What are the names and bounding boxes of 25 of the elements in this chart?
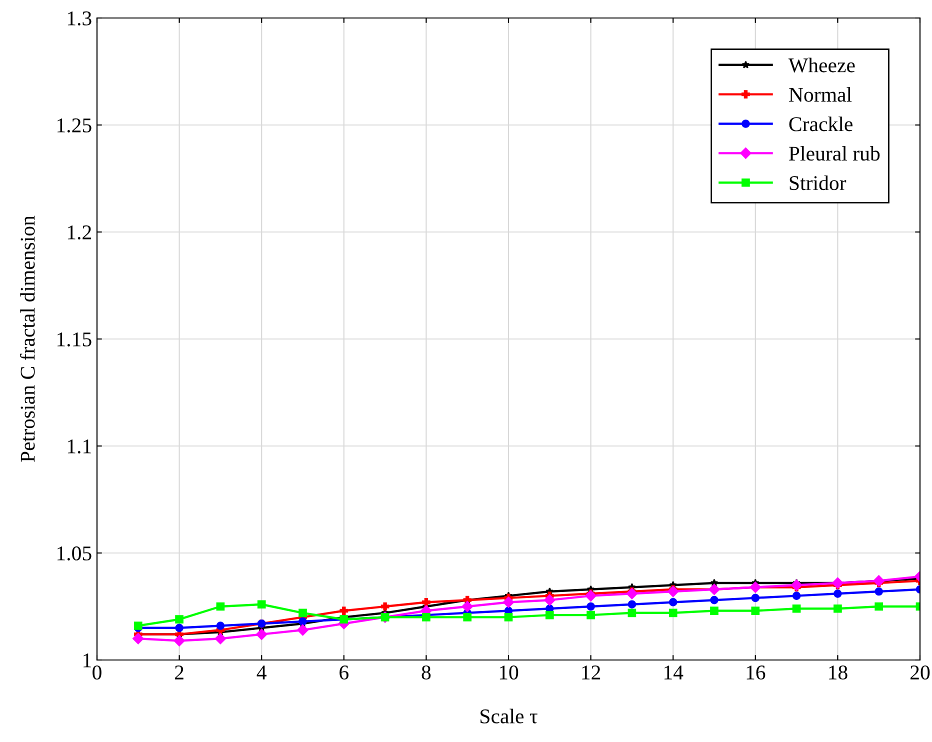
y-tick-label: 1.15 bbox=[58, 332, 92, 347]
y-tick-label: 1.3 bbox=[68, 11, 92, 26]
y-tick-label: 1.1 bbox=[68, 439, 91, 454]
x-tick-label: 14 bbox=[664, 666, 684, 680]
y-tick-label: 1.05 bbox=[58, 546, 92, 561]
x-tick-label: 2 bbox=[175, 666, 184, 680]
x-tick-label: 20 bbox=[910, 665, 930, 680]
legend-label: Stridor bbox=[790, 175, 846, 190]
x-tick-label: 12 bbox=[582, 666, 600, 680]
legend-label: Crackle bbox=[789, 116, 852, 132]
x-tick-label: 6 bbox=[340, 666, 348, 680]
legend-label: Wheeze bbox=[788, 58, 855, 72]
x-tick-label: 0 bbox=[92, 665, 102, 680]
x-tick-label: 4 bbox=[256, 666, 266, 680]
legend-label: Normal bbox=[789, 87, 852, 102]
x-tick-label: 10 bbox=[500, 665, 518, 680]
y-tick-label: 1.2 bbox=[68, 225, 91, 240]
x-tick-label: 18 bbox=[829, 665, 848, 680]
x-axis-title: Scale τ bbox=[480, 708, 538, 724]
legend-label: Pleural rub bbox=[789, 146, 880, 161]
y-axis-title: Petrosian C fractal dimension bbox=[20, 216, 35, 462]
x-tick-label: 8 bbox=[422, 665, 431, 680]
y-tick-label: 1 bbox=[84, 653, 91, 668]
x-tick-label: 16 bbox=[746, 666, 766, 680]
y-tick-label: 1.25 bbox=[58, 118, 92, 133]
